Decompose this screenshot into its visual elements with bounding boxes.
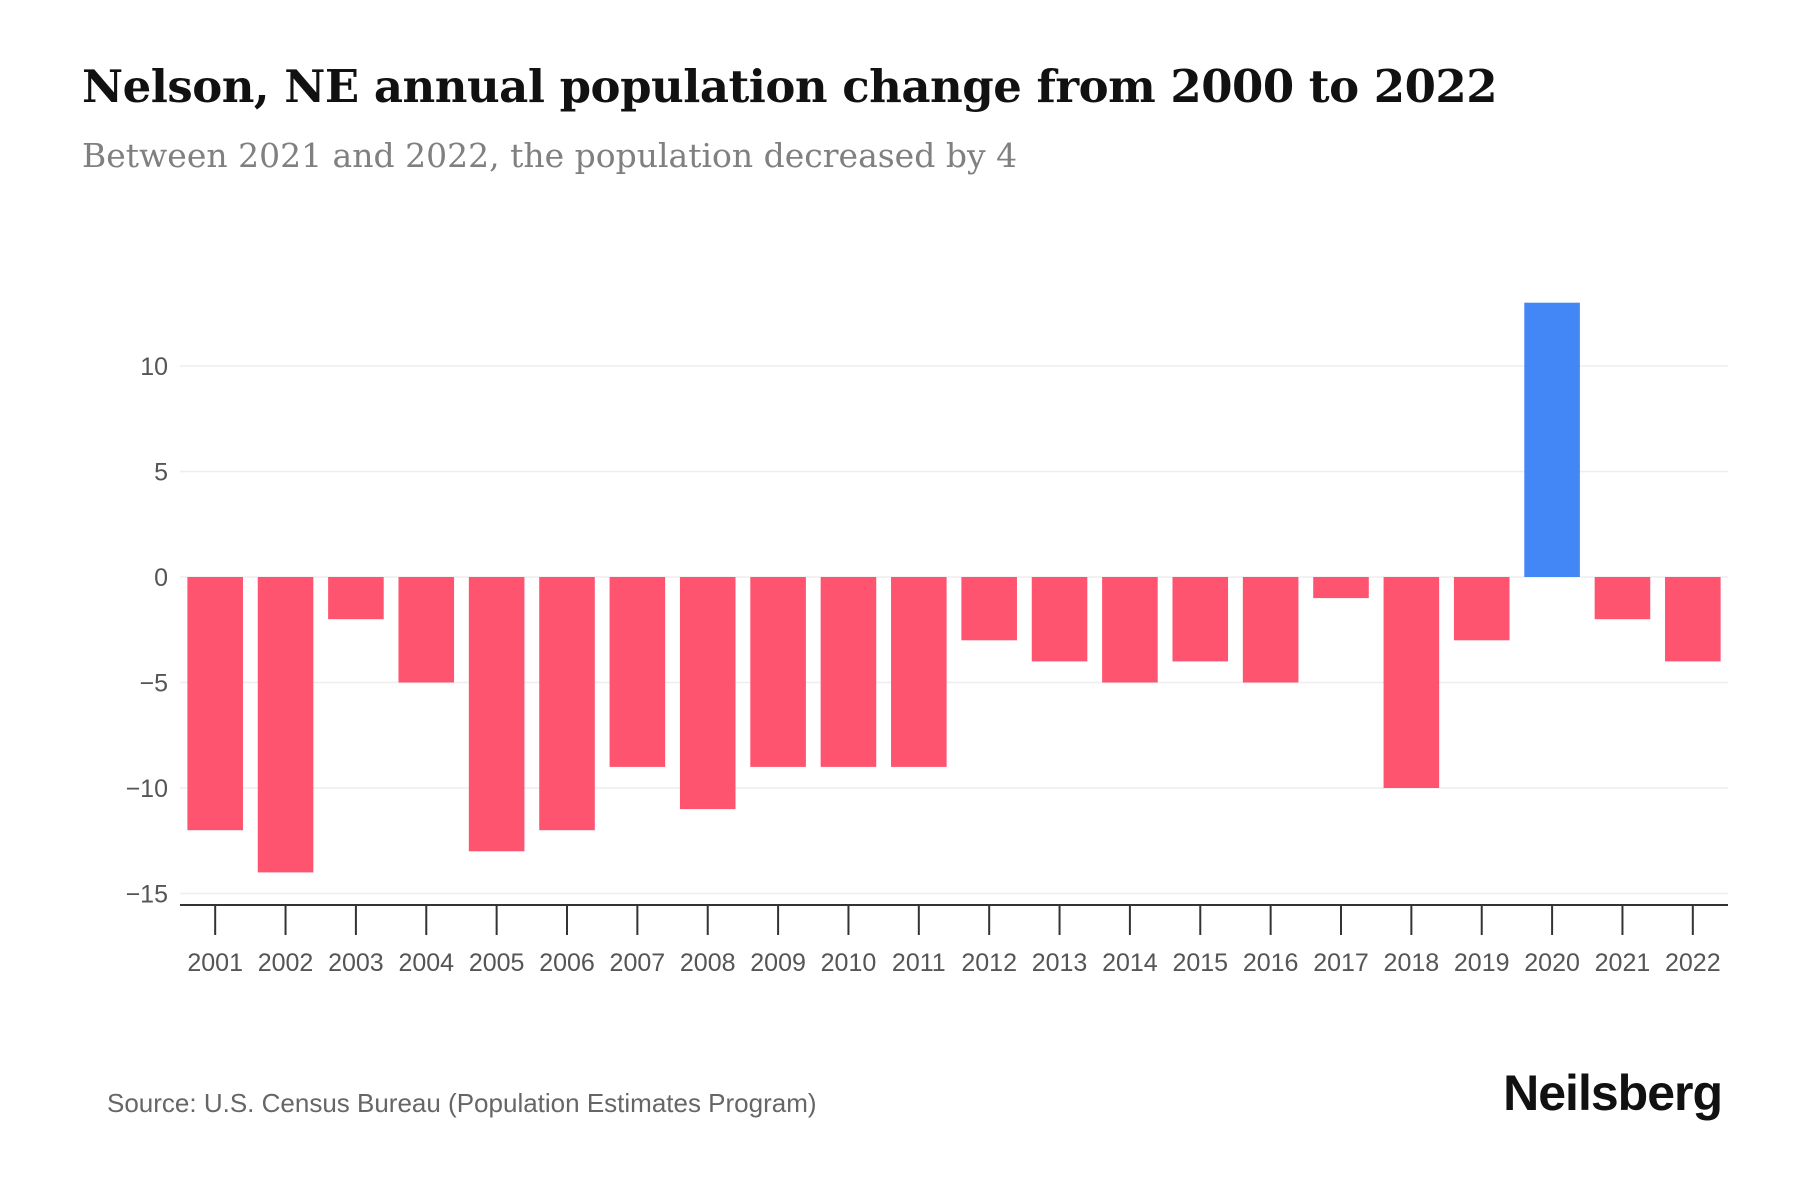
bar-2002 — [257, 577, 314, 873]
x-tick-label: 2011 — [892, 949, 946, 977]
bar-2010 — [820, 577, 877, 767]
y-tick-label: −15 — [126, 881, 168, 909]
x-tick-label: 2007 — [610, 949, 666, 977]
bar-2009 — [750, 577, 806, 767]
bar-2012 — [961, 577, 1017, 641]
brand-logo: Neilsberg — [1503, 1065, 1723, 1121]
x-tick-label: 2013 — [1032, 949, 1088, 977]
bar-2004 — [398, 577, 455, 683]
x-tick-label: 2018 — [1384, 949, 1440, 977]
bar-2014 — [1102, 577, 1158, 683]
x-tick-label: 2006 — [539, 949, 595, 977]
bar-2007 — [609, 577, 666, 767]
chart-subtitle: Between 2021 and 2022, the population de… — [82, 136, 1018, 175]
bar-2011 — [891, 577, 947, 767]
bar-2016 — [1242, 577, 1299, 683]
x-tick-label: 2015 — [1172, 949, 1228, 977]
y-tick-label: 0 — [154, 564, 168, 592]
y-tick-label: −10 — [126, 775, 168, 803]
bar-2005 — [468, 577, 525, 852]
x-tick-label: 2010 — [821, 949, 877, 977]
x-tick-label: 2002 — [258, 949, 314, 977]
bar-2008 — [679, 577, 736, 810]
y-tick-label: −5 — [139, 670, 168, 698]
x-tick-label: 2020 — [1524, 949, 1580, 977]
bar-2015 — [1172, 577, 1229, 662]
x-tick-label: 2005 — [469, 949, 525, 977]
bar-2021 — [1594, 577, 1651, 620]
x-tick-label: 2003 — [328, 949, 384, 977]
x-tick-label: 2017 — [1313, 949, 1369, 977]
source-note: Source: U.S. Census Bureau (Population E… — [107, 1088, 817, 1118]
x-tick-label: 2014 — [1102, 949, 1158, 977]
x-tick-label: 2004 — [398, 949, 454, 977]
x-tick-label: 2016 — [1243, 949, 1299, 977]
chart-title: Nelson, NE annual population change from… — [82, 60, 1498, 113]
bar-2020 — [1524, 302, 1580, 577]
bar-2001 — [187, 577, 243, 831]
bar-2017 — [1313, 577, 1369, 599]
bar-2018 — [1383, 577, 1440, 788]
x-tick-label: 2022 — [1665, 949, 1721, 977]
bar-2006 — [539, 577, 595, 831]
x-tick-label: 2012 — [961, 949, 1017, 977]
bar-2022 — [1665, 577, 1721, 662]
x-tick-label: 2008 — [680, 949, 736, 977]
x-tick-label: 2021 — [1595, 949, 1651, 977]
bar-2013 — [1031, 577, 1088, 662]
x-tick-label: 2009 — [750, 949, 806, 977]
bar-2019 — [1453, 577, 1510, 641]
x-tick-label: 2001 — [187, 949, 243, 977]
y-tick-label: 5 — [154, 459, 168, 487]
y-tick-label: 10 — [140, 353, 168, 381]
bar-2003 — [328, 577, 384, 620]
x-tick-label: 2019 — [1454, 949, 1510, 977]
